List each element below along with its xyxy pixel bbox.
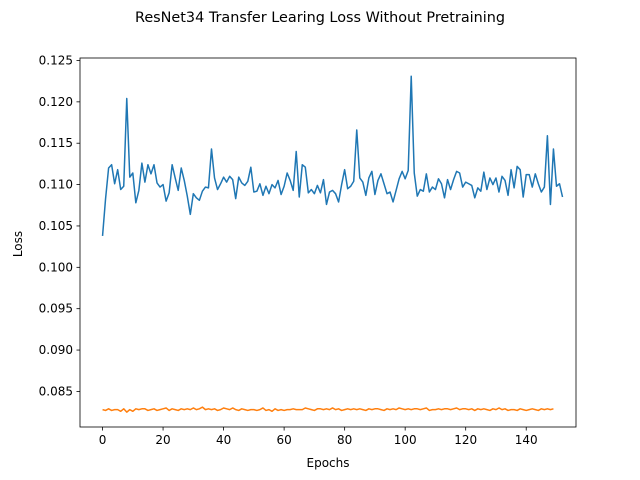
y-tick-label: 0.100 — [39, 260, 73, 274]
y-tick-label: 0.105 — [39, 219, 73, 233]
x-axis-label: Epochs — [307, 456, 350, 470]
y-tick-label: 0.115 — [39, 136, 73, 150]
series-line-1 — [101, 75, 564, 236]
x-tick-label: 80 — [337, 433, 352, 447]
plot-frame — [79, 57, 577, 428]
x-tick-label: 100 — [394, 433, 417, 447]
y-tick-label: 0.090 — [39, 343, 73, 357]
y-axis-label: Loss — [11, 231, 25, 257]
x-tick-label: 0 — [99, 433, 107, 447]
y-tick-label: 0.110 — [39, 178, 73, 192]
x-tick-label: 120 — [454, 433, 477, 447]
plot-area — [101, 75, 564, 413]
y-tick-label: 0.095 — [39, 302, 73, 316]
y-tick-label: 0.120 — [39, 95, 73, 109]
y-tick-label: 0.125 — [39, 53, 73, 67]
x-tick-label: 40 — [216, 433, 231, 447]
axes: 0 20 40 60 80 100 120 140 0.085 0.090 0.095 0.100 0.… — [39, 53, 577, 447]
x-tick-label: 140 — [515, 433, 538, 447]
x-tick-label: 20 — [155, 433, 170, 447]
series-line-2 — [102, 406, 554, 413]
y-tick-label: 0.085 — [39, 384, 73, 398]
chart-title: ResNet34 Transfer Learing Loss Without P… — [135, 10, 505, 26]
x-tick-label: 60 — [276, 433, 291, 447]
